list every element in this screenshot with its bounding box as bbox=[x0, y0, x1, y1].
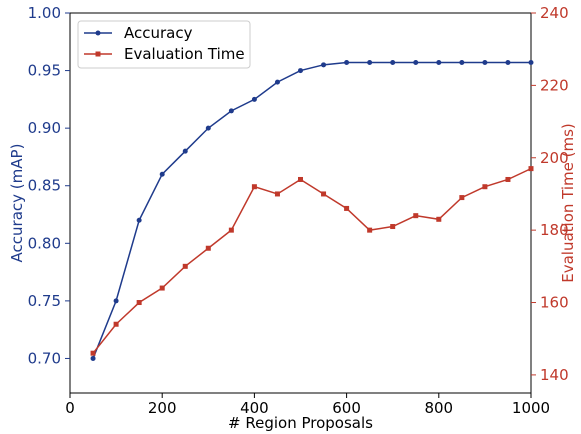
legend-box bbox=[77, 20, 251, 69]
accuracy-point bbox=[205, 125, 211, 131]
accuracy-point bbox=[274, 79, 280, 85]
accuracy-point bbox=[344, 60, 350, 66]
legend-evaluation-time-label: Evaluation Time bbox=[124, 45, 245, 63]
x-tick-label: 600 bbox=[332, 399, 361, 417]
y-right-tick-label: 200 bbox=[540, 149, 569, 167]
accuracy-point bbox=[159, 171, 165, 177]
accuracy-point bbox=[136, 217, 142, 223]
y-axis-right: 140 160 180 200 220 240 bbox=[531, 4, 569, 384]
y-right-tick-label: 160 bbox=[540, 294, 569, 312]
x-tick-label: 200 bbox=[148, 399, 177, 417]
evaluation-time-point bbox=[390, 224, 396, 230]
series-group bbox=[90, 60, 534, 361]
accuracy-point bbox=[228, 108, 234, 114]
y-left-tick-label: 1.00 bbox=[28, 4, 61, 22]
accuracy-point bbox=[459, 60, 465, 66]
evaluation-time-line bbox=[92, 167, 532, 354]
accuracy-point bbox=[367, 60, 373, 66]
x-tick-label: 400 bbox=[240, 399, 269, 417]
evaluation-time-point bbox=[459, 195, 465, 201]
evaluation-time-point bbox=[205, 245, 211, 251]
evaluation-time-point bbox=[228, 227, 234, 233]
accuracy-point bbox=[390, 60, 396, 66]
accuracy-line bbox=[92, 61, 531, 359]
evaluation-time-point bbox=[505, 176, 511, 182]
evaluation-time-point bbox=[274, 191, 280, 197]
y-right-tick-label: 220 bbox=[540, 76, 569, 94]
y-left-tick-label: 0.95 bbox=[28, 62, 61, 80]
accuracy-point bbox=[90, 355, 96, 361]
evaluation-time-point bbox=[298, 176, 303, 182]
evaluation-time-point bbox=[182, 263, 188, 269]
accuracy-point bbox=[251, 96, 257, 102]
x-tick-label: 0 bbox=[65, 399, 75, 417]
accuracy-point bbox=[528, 60, 534, 66]
evaluation-time-point bbox=[90, 350, 96, 356]
accuracy-point bbox=[182, 148, 188, 154]
accuracy-point bbox=[436, 60, 442, 66]
evaluation-time-point bbox=[367, 227, 373, 233]
legend-accuracy-label: Accuracy bbox=[124, 24, 193, 42]
evaluation-time-point bbox=[113, 321, 119, 327]
y-left-tick-label: 0.70 bbox=[28, 349, 61, 367]
accuracy-point bbox=[482, 60, 488, 66]
x-axis: 0 200 400 600 800 1000 bbox=[65, 393, 550, 417]
y-right-tick-label: 140 bbox=[540, 366, 569, 384]
evaluation-time-point bbox=[344, 205, 350, 211]
evaluation-time-point bbox=[136, 300, 142, 306]
accuracy-point bbox=[413, 60, 419, 66]
y-axis-right-title: Evaluation Time (ms) bbox=[559, 123, 577, 283]
evaluation-time-point bbox=[159, 285, 165, 291]
accuracy-point bbox=[505, 60, 511, 66]
y-left-tick-label: 0.80 bbox=[28, 234, 61, 252]
x-tick-label: 800 bbox=[424, 399, 453, 417]
legend-evaluation-time-swatch-marker bbox=[95, 51, 101, 57]
accuracy-point bbox=[298, 68, 303, 74]
evaluation-time-point bbox=[436, 216, 442, 222]
x-axis-title: # Region Proposals bbox=[228, 414, 373, 432]
y-left-tick-label: 0.75 bbox=[28, 292, 61, 310]
y-axis-left-title: Accuracy (mAP) bbox=[8, 144, 26, 263]
plot-frame bbox=[69, 12, 532, 394]
evaluation-time-point bbox=[251, 184, 257, 190]
y-axis-left: 0.70 0.75 0.80 0.85 0.90 0.95 1.00 bbox=[28, 4, 70, 367]
y-right-tick-label: 240 bbox=[540, 4, 569, 22]
y-left-tick-label: 0.90 bbox=[28, 119, 61, 137]
y-right-tick-label: 180 bbox=[540, 221, 569, 239]
evaluation-time-point bbox=[413, 213, 419, 219]
y-left-tick-label: 0.85 bbox=[28, 177, 61, 195]
legend-accuracy-swatch-marker bbox=[95, 30, 101, 36]
evaluation-time-point bbox=[321, 191, 327, 197]
x-tick-label: 1000 bbox=[512, 399, 550, 417]
accuracy-point bbox=[321, 62, 327, 68]
legend: Accuracy Evaluation Time bbox=[77, 20, 251, 69]
evaluation-time-point bbox=[482, 184, 488, 190]
evaluation-time-point bbox=[528, 166, 534, 172]
accuracy-point bbox=[113, 298, 119, 304]
